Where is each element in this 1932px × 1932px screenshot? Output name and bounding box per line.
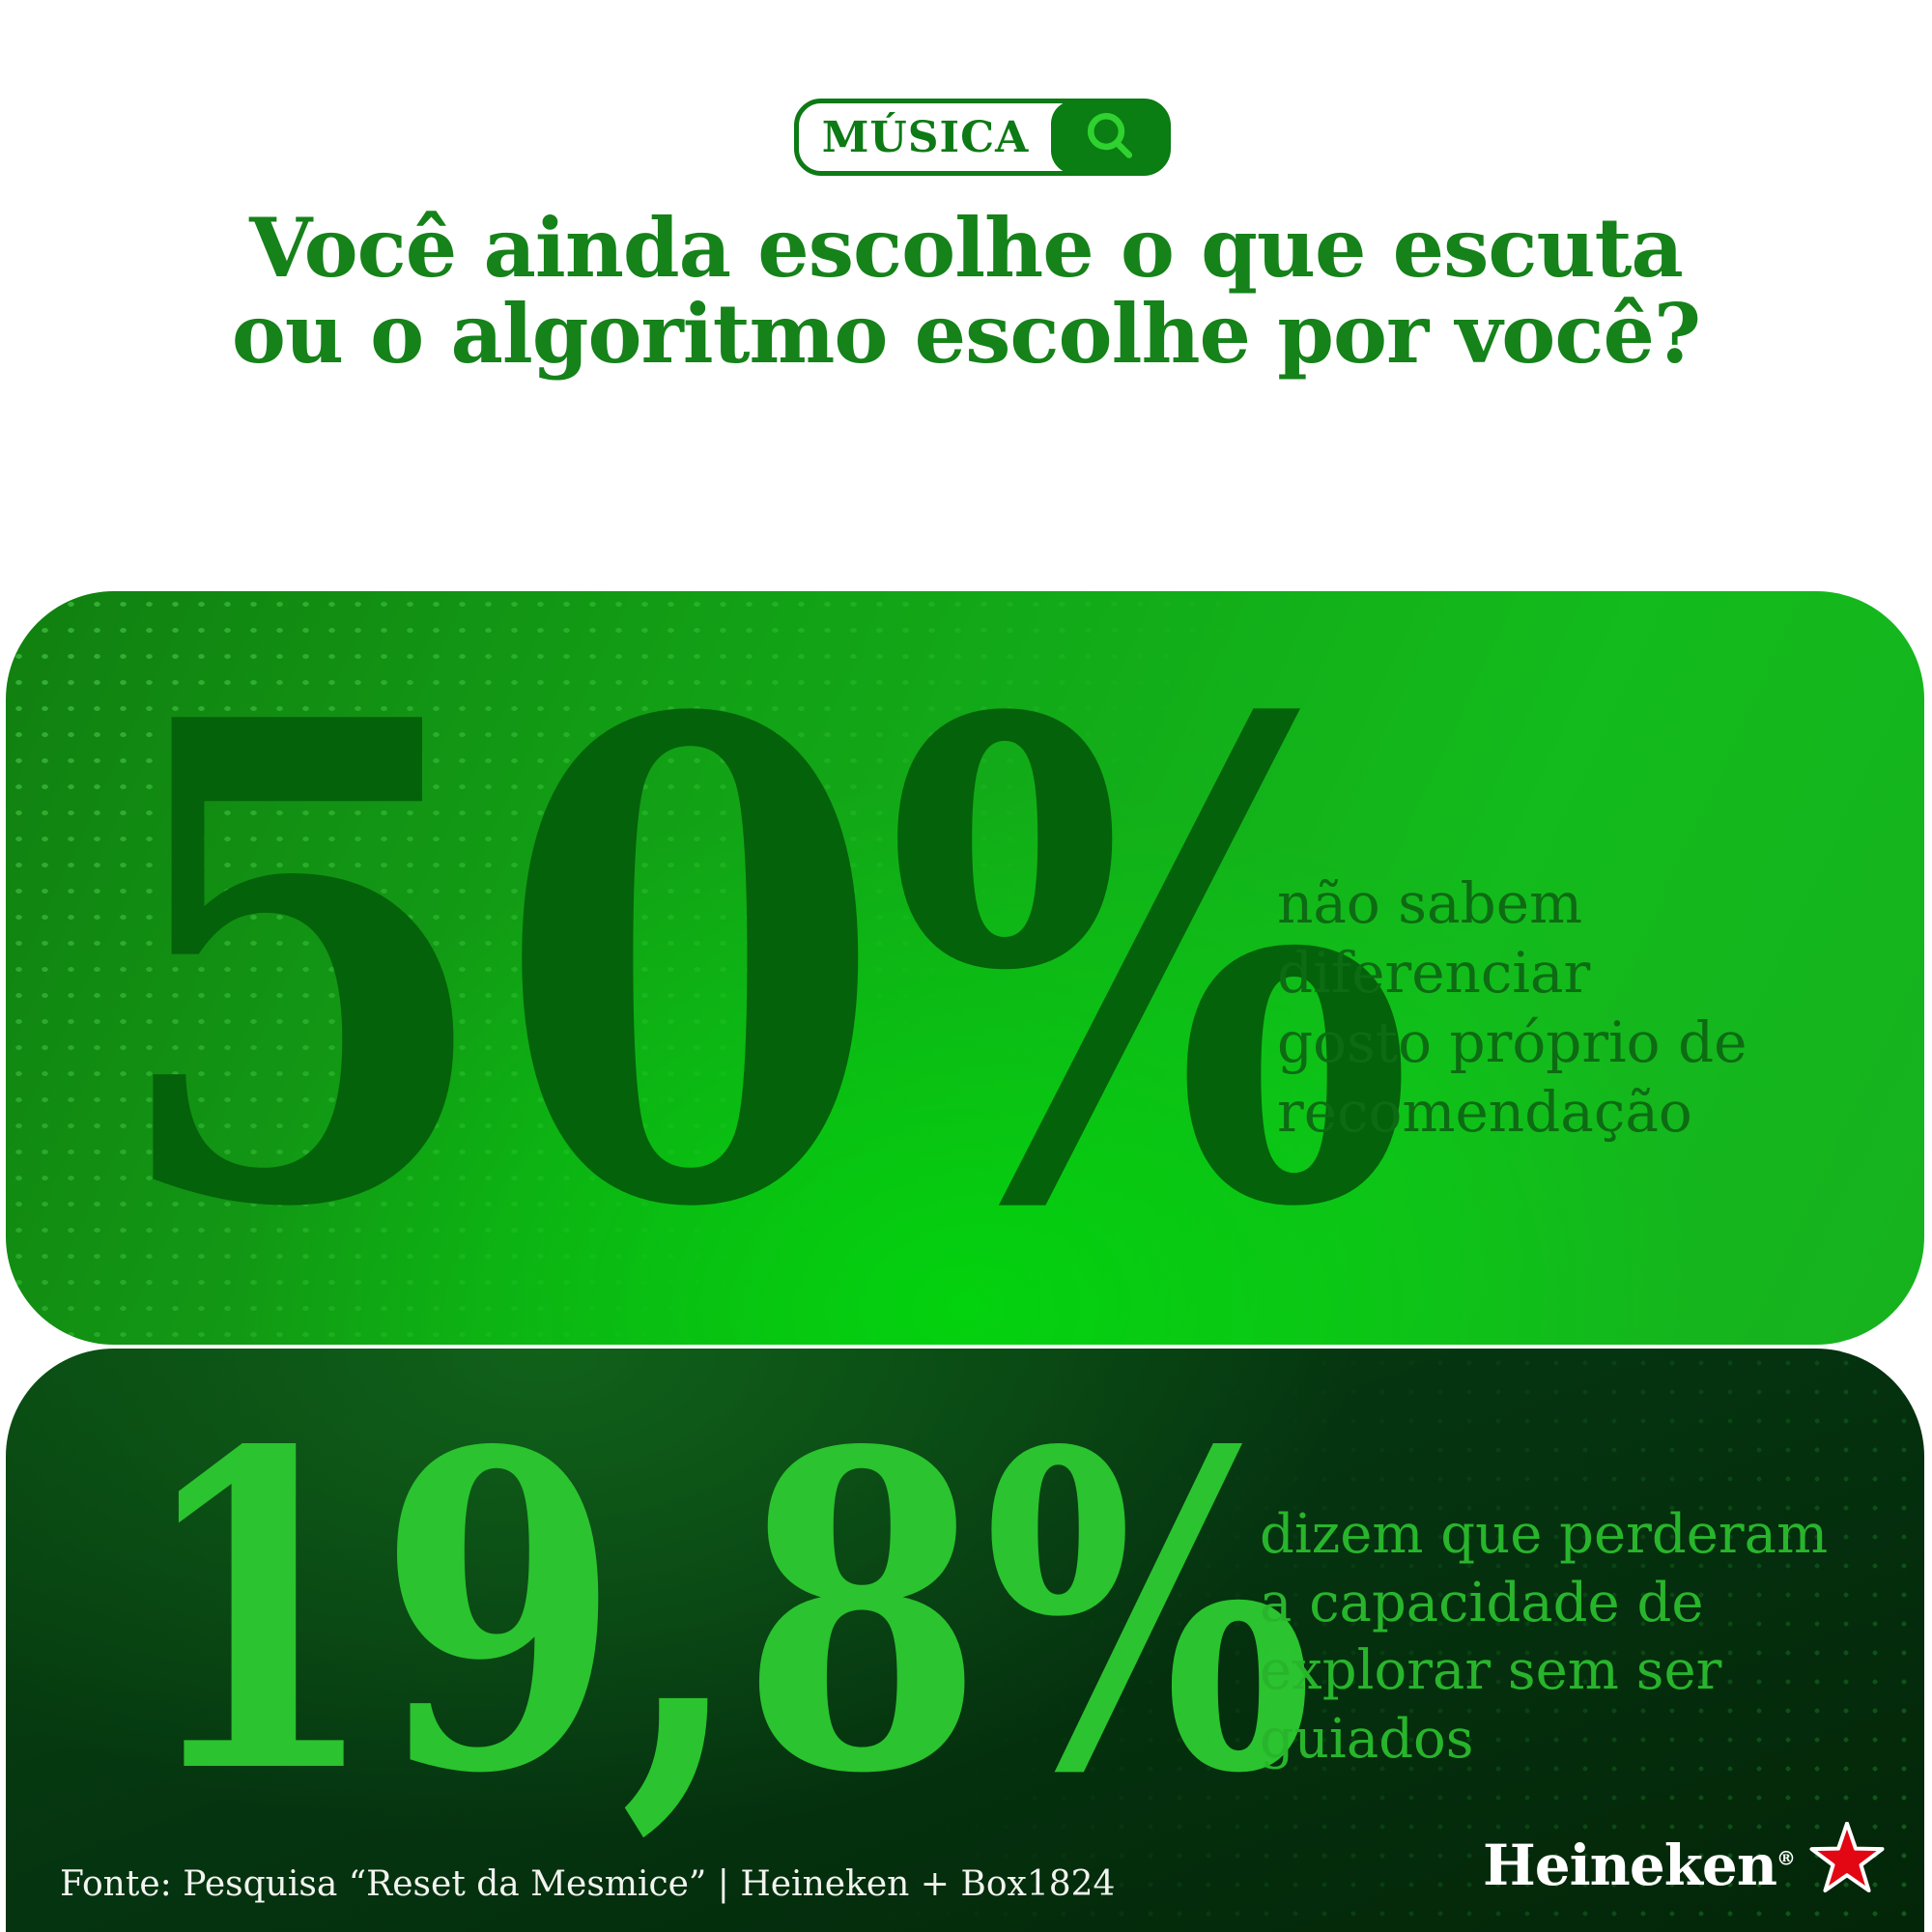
- stat-value-50: 50%: [107, 591, 1415, 1345]
- heineken-wordmark: Heineken®: [1482, 1833, 1796, 1898]
- stat-card-50: 50% não sabem diferenciar gosto próprio …: [6, 591, 1924, 1345]
- stat-value-19-8: 19,8%: [136, 1358, 1314, 1869]
- stat-19-8-line-3: explorar sem ser: [1260, 1639, 1722, 1703]
- stat-19-8-line-1: dizem que perderam: [1260, 1503, 1829, 1566]
- source-note: Fonte: Pesquisa “Reset da Mesmice” | Hei…: [60, 1864, 1116, 1904]
- stat-50-line-2: diferenciar: [1277, 939, 1591, 1006]
- search-icon: [1087, 112, 1133, 158]
- page-title-line-2: ou o algoritmo escolhe por você?: [231, 286, 1701, 383]
- search-bar[interactable]: MÚSICA: [794, 99, 1171, 176]
- stat-50-line-1: não sabem: [1277, 870, 1583, 936]
- search-input[interactable]: MÚSICA: [821, 112, 1030, 162]
- stat-50-line-4: recomendação: [1277, 1078, 1692, 1145]
- heineken-star-icon: [1809, 1822, 1885, 1893]
- page-title: Você ainda escolhe o que escuta ou o alg…: [0, 205, 1932, 377]
- search-button[interactable]: [1051, 100, 1169, 174]
- stat-description-19-8: dizem que perderam a capacidade de explo…: [1260, 1501, 1828, 1774]
- heineken-logo: Heineken®: [1482, 1822, 1886, 1899]
- registered-mark-icon: ®: [1776, 1846, 1796, 1870]
- page-title-line-1: Você ainda escolhe o que escuta: [249, 200, 1684, 296]
- stat-19-8-line-4: guiados: [1260, 1707, 1474, 1771]
- stat-card-19-8: 19,8% dizem que perderam a capacidade de…: [6, 1349, 1924, 1932]
- stat-description-50: não sabem diferenciar gosto próprio de r…: [1277, 869, 1747, 1148]
- stat-50-line-3: gosto próprio de: [1277, 1009, 1747, 1075]
- stat-19-8-line-2: a capacidade de: [1260, 1571, 1704, 1634]
